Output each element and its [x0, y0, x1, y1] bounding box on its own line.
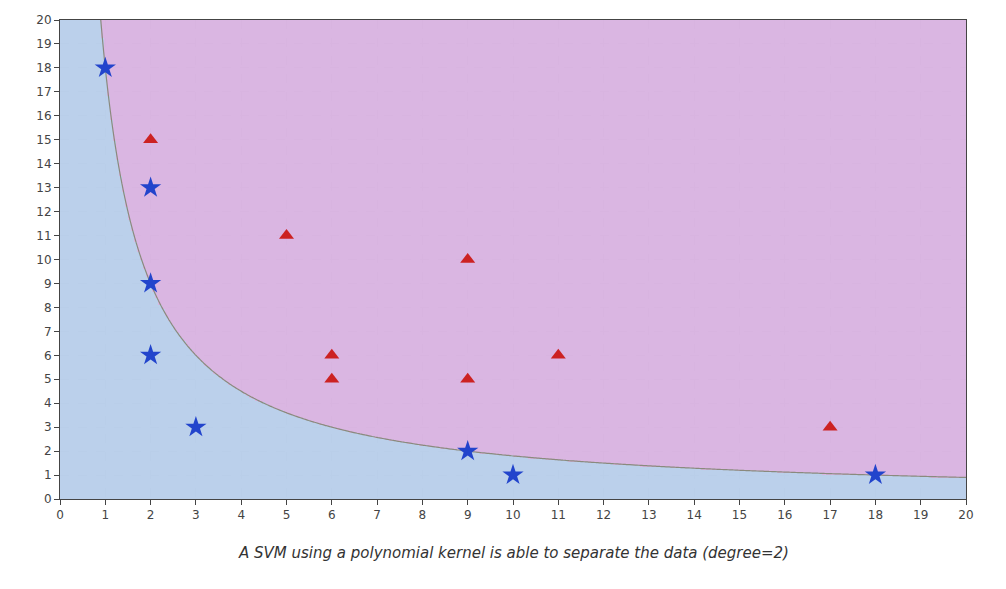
- svg-text:12: 12: [596, 508, 611, 522]
- svg-text:5: 5: [44, 372, 52, 386]
- svg-text:14: 14: [36, 157, 51, 171]
- svg-text:4: 4: [237, 508, 245, 522]
- svg-text:3: 3: [192, 508, 200, 522]
- svg-text:9: 9: [464, 508, 472, 522]
- svg-text:2: 2: [44, 444, 52, 458]
- svg-text:18: 18: [36, 61, 51, 75]
- svg-text:18: 18: [868, 508, 883, 522]
- svg-text:2: 2: [147, 508, 155, 522]
- svg-text:19: 19: [36, 37, 51, 51]
- svg-text:13: 13: [36, 181, 51, 195]
- svg-text:5: 5: [283, 508, 291, 522]
- svg-text:19: 19: [913, 508, 928, 522]
- svg-text:7: 7: [373, 508, 381, 522]
- svg-text:11: 11: [551, 508, 566, 522]
- svg-text:1: 1: [101, 508, 109, 522]
- svg-text:4: 4: [44, 396, 52, 410]
- svg-text:17: 17: [36, 85, 51, 99]
- svg-text:14: 14: [687, 508, 702, 522]
- svg-text:11: 11: [36, 229, 51, 243]
- svg-text:13: 13: [641, 508, 656, 522]
- svg-text:A SVM using a polynomial kerne: A SVM using a polynomial kernel is able …: [238, 544, 789, 562]
- svg-text:1: 1: [44, 468, 52, 482]
- svg-text:0: 0: [56, 508, 64, 522]
- svg-text:20: 20: [36, 13, 51, 27]
- svg-text:15: 15: [36, 133, 51, 147]
- svg-text:10: 10: [36, 253, 51, 267]
- svg-text:12: 12: [36, 205, 51, 219]
- svg-text:6: 6: [328, 508, 336, 522]
- svg-text:9: 9: [44, 277, 52, 291]
- svg-text:17: 17: [822, 508, 837, 522]
- svg-text:20: 20: [958, 508, 973, 522]
- svg-text:10: 10: [505, 508, 520, 522]
- svg-text:6: 6: [44, 349, 52, 363]
- svg-text:8: 8: [44, 301, 52, 315]
- svg-text:7: 7: [44, 325, 52, 339]
- svg-text:16: 16: [36, 109, 51, 123]
- svg-text:0: 0: [44, 492, 52, 506]
- svg-text:15: 15: [732, 508, 747, 522]
- svg-text:8: 8: [419, 508, 427, 522]
- svg-text:3: 3: [44, 420, 52, 434]
- svg-text:16: 16: [777, 508, 792, 522]
